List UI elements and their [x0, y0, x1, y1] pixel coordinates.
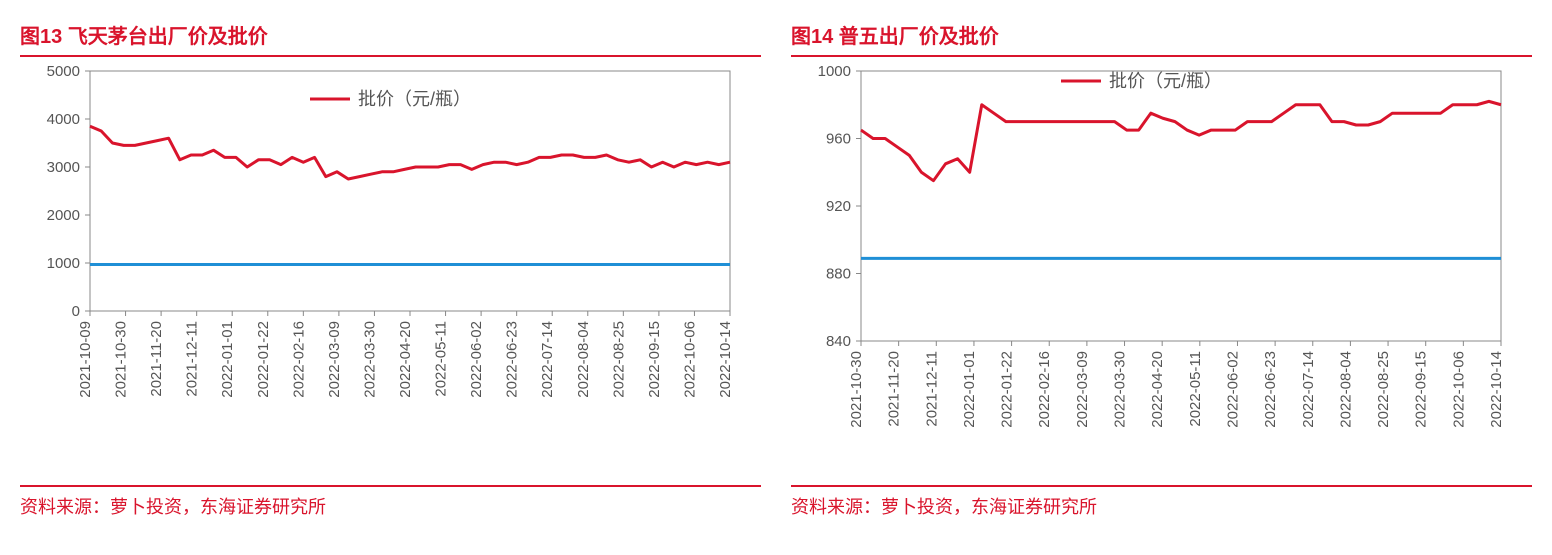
svg-text:2021-10-09: 2021-10-09: [77, 321, 94, 398]
svg-text:2022-09-15: 2022-09-15: [1413, 351, 1430, 428]
svg-text:880: 880: [826, 266, 851, 283]
svg-text:2021-11-20: 2021-11-20: [148, 321, 165, 397]
svg-text:2022-01-01: 2022-01-01: [961, 351, 978, 428]
chart-title-13: 图13 飞天茅台出厂价及批价: [20, 20, 761, 57]
svg-text:3000: 3000: [47, 159, 80, 176]
svg-text:2022-08-25: 2022-08-25: [610, 321, 627, 398]
svg-text:2022-06-23: 2022-06-23: [1262, 351, 1279, 428]
svg-text:2022-07-14: 2022-07-14: [1300, 351, 1317, 428]
charts-row: 图13 飞天茅台出厂价及批价 0 1000 2000 3000 4000 5000 2021…: [20, 20, 1532, 519]
svg-text:5000: 5000: [47, 63, 80, 80]
svg-text:2022-10-06: 2022-10-06: [681, 321, 698, 398]
chart-source-14: 资料来源：萝卜投资，东海证券研究所: [791, 485, 1532, 519]
svg-text:2022-05-11: 2022-05-11: [433, 321, 450, 397]
svg-text:840: 840: [826, 333, 851, 350]
svg-text:4000: 4000: [47, 111, 80, 128]
svg-text:2022-10-06: 2022-10-06: [1450, 351, 1467, 428]
svg-text:2021-11-20: 2021-11-20: [886, 351, 903, 427]
chart-panel-14: 图14 普五出厂价及批价 840 880 920 960 1000 2021-10-30 2…: [791, 20, 1532, 519]
chart-area-14: 840 880 920 960 1000 2021-10-30 2021-11-20 2021…: [791, 61, 1532, 481]
chart-panel-13: 图13 飞天茅台出厂价及批价 0 1000 2000 3000 4000 5000 2021…: [20, 20, 761, 519]
svg-text:2022-03-09: 2022-03-09: [1074, 351, 1091, 428]
svg-text:批价（元/瓶）: 批价（元/瓶）: [1109, 71, 1222, 91]
svg-text:0: 0: [72, 303, 80, 320]
svg-text:2022-06-23: 2022-06-23: [504, 321, 521, 398]
svg-text:2022-08-04: 2022-08-04: [1337, 351, 1354, 428]
svg-text:2021-10-30: 2021-10-30: [113, 321, 130, 398]
chart-area-13: 0 1000 2000 3000 4000 5000 2021-10-09 2021-10-3…: [20, 61, 761, 481]
svg-text:2022-08-04: 2022-08-04: [575, 321, 592, 398]
svg-text:960: 960: [826, 131, 851, 148]
svg-text:2022-06-02: 2022-06-02: [1224, 351, 1241, 428]
svg-text:2022-03-09: 2022-03-09: [326, 321, 343, 398]
svg-text:920: 920: [826, 198, 851, 215]
svg-text:2022-09-15: 2022-09-15: [646, 321, 663, 398]
svg-text:1000: 1000: [47, 255, 80, 272]
svg-text:2021-12-11: 2021-12-11: [923, 351, 940, 427]
svg-text:2022-10-14: 2022-10-14: [717, 321, 734, 398]
svg-text:1000: 1000: [818, 63, 851, 80]
chart-title-14: 图14 普五出厂价及批价: [791, 20, 1532, 57]
svg-text:2021-12-11: 2021-12-11: [184, 321, 201, 397]
chart-svg-13: 0 1000 2000 3000 4000 5000 2021-10-09 2021-10-3…: [20, 61, 760, 481]
svg-text:2022-04-20: 2022-04-20: [397, 321, 414, 398]
svg-text:2022-03-30: 2022-03-30: [1112, 351, 1129, 428]
svg-text:2021-10-30: 2021-10-30: [848, 351, 865, 428]
chart-svg-14: 840 880 920 960 1000 2021-10-30 2021-11-20 2021…: [791, 61, 1531, 481]
svg-text:2022-02-16: 2022-02-16: [290, 321, 307, 398]
svg-text:2022-10-14: 2022-10-14: [1488, 351, 1505, 428]
svg-text:2022-05-11: 2022-05-11: [1187, 351, 1204, 427]
svg-text:2000: 2000: [47, 207, 80, 224]
svg-text:2022-04-20: 2022-04-20: [1149, 351, 1166, 428]
svg-text:2022-01-01: 2022-01-01: [219, 321, 236, 398]
svg-text:2022-08-25: 2022-08-25: [1375, 351, 1392, 428]
svg-text:2022-07-14: 2022-07-14: [539, 321, 556, 398]
svg-text:2022-03-30: 2022-03-30: [361, 321, 378, 398]
svg-text:2022-06-02: 2022-06-02: [468, 321, 485, 398]
svg-text:2022-01-22: 2022-01-22: [255, 321, 272, 398]
svg-text:批价（元/瓶）: 批价（元/瓶）: [358, 89, 471, 109]
svg-text:2022-02-16: 2022-02-16: [1036, 351, 1053, 428]
svg-text:2022-01-22: 2022-01-22: [999, 351, 1016, 428]
chart-source-13: 资料来源：萝卜投资，东海证券研究所: [20, 485, 761, 519]
